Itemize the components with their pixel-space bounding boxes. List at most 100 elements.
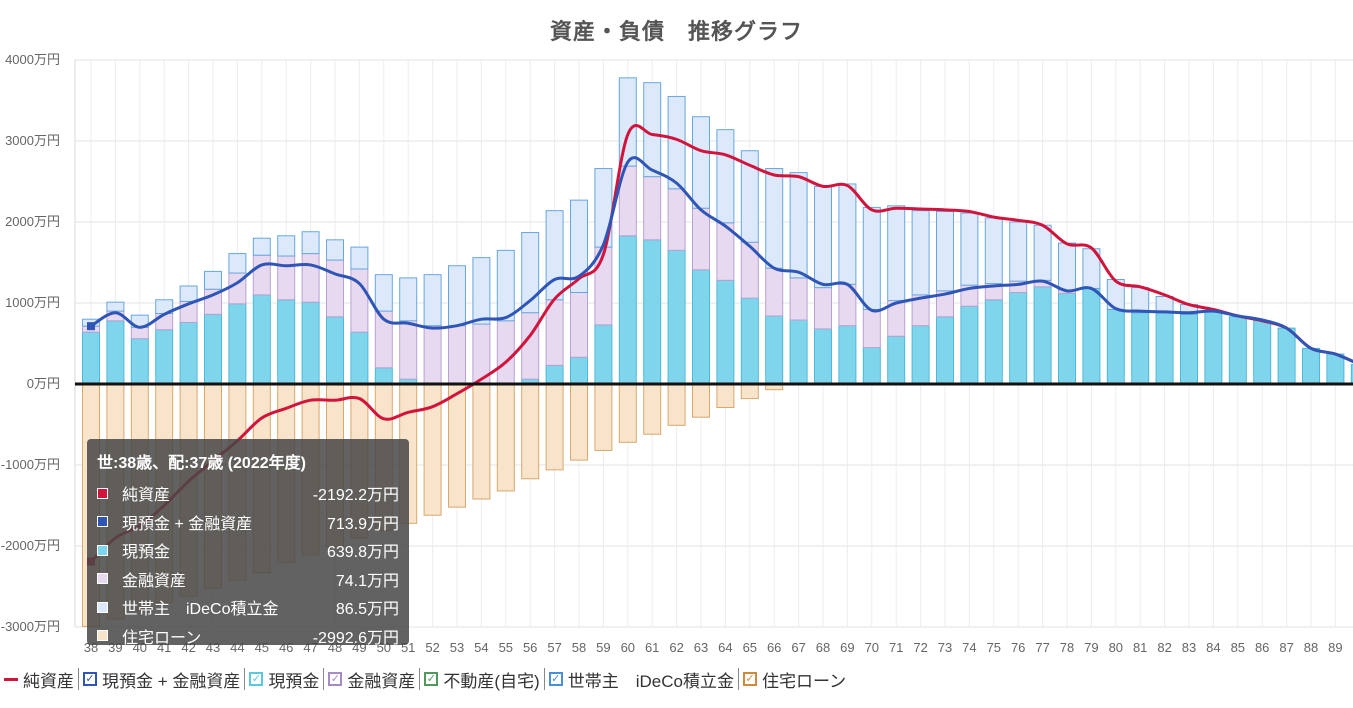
bar-0-66 (765, 315, 784, 385)
bar-0-40 (130, 338, 149, 385)
x-tick-label-67: 67 (791, 640, 805, 655)
bar-loan-58 (570, 383, 588, 461)
bar-1-56 (521, 312, 540, 380)
x-tick-label-84: 84 (1206, 640, 1220, 655)
bar-2-51 (399, 277, 418, 322)
legend-checkbox-icon: ✓ (328, 672, 343, 686)
cash-plus-financial-line (90, 156, 1353, 364)
legend-label: 現預金 + 金融資産 (102, 671, 241, 691)
bar-loan-59 (594, 383, 613, 451)
bar-2-69 (838, 183, 857, 285)
x-tick-label-52: 52 (425, 640, 439, 655)
bar-2-39 (106, 301, 125, 312)
y-tick-label-1: 3000万円 (5, 133, 60, 148)
bar-1-46 (277, 255, 296, 301)
bar-0-42 (179, 321, 198, 385)
bar-1-45 (252, 254, 271, 296)
y-tick-label-7: -3000万円 (1, 619, 60, 634)
bar-1-47 (301, 253, 320, 303)
x-tick-label-82: 82 (1157, 640, 1171, 655)
bar-0-90 (1350, 364, 1353, 385)
bar-2-63 (692, 116, 710, 209)
legend-item-3[interactable]: ✓ 金融資産 (324, 668, 421, 691)
x-tick-label-72: 72 (913, 640, 927, 655)
x-tick-label-58: 58 (572, 640, 586, 655)
x-tick-label-64: 64 (718, 640, 732, 655)
bar-loan-60 (618, 383, 637, 443)
legend-item-1[interactable]: ✓ 現預金 + 金融資産 (79, 668, 246, 691)
legend-item-0[interactable]: 純資産 (0, 668, 79, 691)
bar-0-86 (1253, 320, 1272, 385)
tooltip-swatch (97, 601, 108, 613)
x-tick-label-73: 73 (938, 640, 952, 655)
bar-0-39 (106, 320, 125, 385)
legend-checkbox-icon: ✓ (548, 672, 563, 686)
bar-0-84 (1204, 311, 1223, 385)
bar-2-78 (1058, 242, 1076, 291)
bar-loan-63 (692, 383, 710, 418)
x-tick-label-69: 69 (840, 640, 854, 655)
bar-0-73 (936, 316, 954, 385)
legend-item-4[interactable]: ✓ 不動産(自宅) (420, 668, 545, 691)
bar-2-74 (960, 212, 979, 286)
bar-2-75 (984, 217, 1003, 285)
x-tick-label-85: 85 (1231, 640, 1245, 655)
bar-loan-54 (472, 383, 491, 500)
tooltip-row: 純資産 -2192.2万円 (97, 479, 399, 508)
bar-0-70 (862, 347, 881, 385)
y-tick-label-2: 2000万円 (5, 214, 60, 229)
bar-0-78 (1058, 292, 1076, 385)
tooltip-label: 世帯主 iDeCo積立金 (122, 601, 279, 619)
bar-2-66 (765, 168, 784, 269)
bar-0-48 (326, 316, 344, 385)
x-tick-label-88: 88 (1304, 640, 1318, 655)
bar-0-41 (155, 329, 174, 385)
bar-1-62 (667, 188, 686, 251)
bar-0-44 (228, 303, 247, 385)
bar-0-59 (594, 324, 613, 385)
bar-1-51 (399, 320, 418, 380)
bar-0-75 (984, 299, 1003, 385)
x-tick-label-83: 83 (1182, 640, 1196, 655)
x-tick-label-79: 79 (1084, 640, 1098, 655)
x-tick-label-65: 65 (743, 640, 757, 655)
tooltip-swatch (97, 573, 108, 585)
bar-0-82 (1155, 312, 1174, 385)
tooltip-row: 金融資産 74.1万円 (97, 565, 399, 594)
x-tick-label-63: 63 (694, 640, 708, 655)
tooltip-swatch (97, 516, 108, 528)
bar-loan-57 (545, 383, 564, 471)
tooltip-value: 74.1万円 (335, 572, 399, 590)
bar-0-89 (1326, 353, 1345, 385)
tooltip-row: 住宅ローン -2992.6万円 (97, 622, 399, 651)
legend-label: 純資産 (23, 671, 74, 691)
bar-0-69 (838, 325, 857, 385)
tooltip-value: 639.8万円 (326, 544, 399, 562)
legend-checkbox-icon: ✓ (249, 672, 264, 686)
bar-0-64 (716, 279, 735, 385)
hover-point-1 (87, 322, 95, 331)
bar-2-45 (252, 237, 271, 256)
bar-0-63 (692, 269, 710, 385)
x-tick-label-68: 68 (816, 640, 830, 655)
x-tick-label-71: 71 (889, 640, 903, 655)
bar-0-58 (570, 356, 588, 385)
bar-2-53 (448, 265, 466, 327)
legend-item-2[interactable]: ✓ 現預金 (245, 668, 325, 691)
bar-2-70 (862, 206, 881, 310)
bar-0-88 (1302, 347, 1320, 385)
bar-2-48 (326, 239, 344, 261)
tooltip-label: 純資産 (122, 487, 171, 505)
bar-2-42 (179, 285, 198, 302)
chart-title: 資産・負債 推移グラフ (549, 19, 803, 44)
legend-item-6[interactable]: ✓ 住宅ローン (739, 668, 850, 691)
legend-checkbox-icon: ✓ (83, 672, 97, 686)
x-tick-label-87: 87 (1279, 640, 1293, 655)
bar-1-53 (448, 325, 466, 385)
bar-0-62 (667, 249, 686, 385)
bar-2-54 (472, 257, 491, 325)
x-tick-label-53: 53 (450, 640, 464, 655)
bar-1-63 (692, 207, 710, 271)
legend-item-5[interactable]: ✓ 世帯主 iDeCo積立金 (545, 668, 739, 691)
bar-2-50 (374, 274, 393, 312)
